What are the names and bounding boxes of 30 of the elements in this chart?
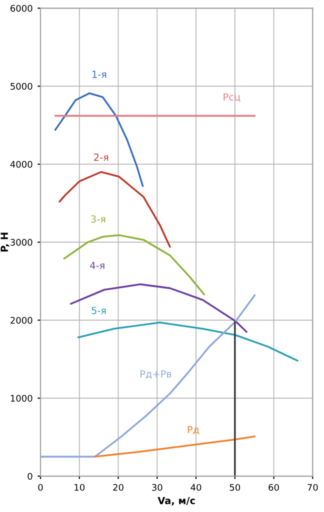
series-label: 3-я — [91, 215, 106, 223]
x-tick-label: 0 — [38, 484, 43, 491]
line-series — [58, 171, 171, 248]
series-label: 2-я — [94, 154, 108, 161]
line-series — [70, 283, 248, 333]
y-tick-label: 3000 — [10, 238, 32, 246]
y-tick-label: 6000 — [10, 4, 32, 12]
y-tick-label: 5000 — [10, 82, 32, 90]
y-axis-title: P, H — [0, 232, 10, 252]
series-label: 5-я — [92, 306, 106, 314]
x-tick-label: 30 — [152, 484, 162, 491]
line-series — [63, 234, 206, 296]
series-label: 1-я — [92, 70, 106, 78]
line-series — [94, 435, 256, 458]
x-tick-label: 20 — [113, 484, 124, 491]
series-label: Рд — [188, 426, 200, 434]
y-tick-label: 0 — [28, 472, 32, 480]
x-tick-label: 40 — [190, 484, 202, 491]
line-series — [40, 294, 256, 458]
x-tick-label: 60 — [268, 484, 279, 491]
y-tick-label: 4000 — [10, 160, 32, 168]
x-tick-label: 50 — [230, 484, 240, 491]
line-series — [77, 322, 298, 362]
x-tick-label: 70 — [308, 484, 318, 491]
x-tick-label: 10 — [74, 484, 85, 491]
y-tick-label: 2000 — [10, 316, 32, 324]
y-tick-label: 1000 — [10, 394, 32, 402]
x-axis-title: Va, м/с — [158, 497, 195, 506]
text: 4-я — [90, 262, 104, 269]
line-series — [54, 92, 144, 187]
